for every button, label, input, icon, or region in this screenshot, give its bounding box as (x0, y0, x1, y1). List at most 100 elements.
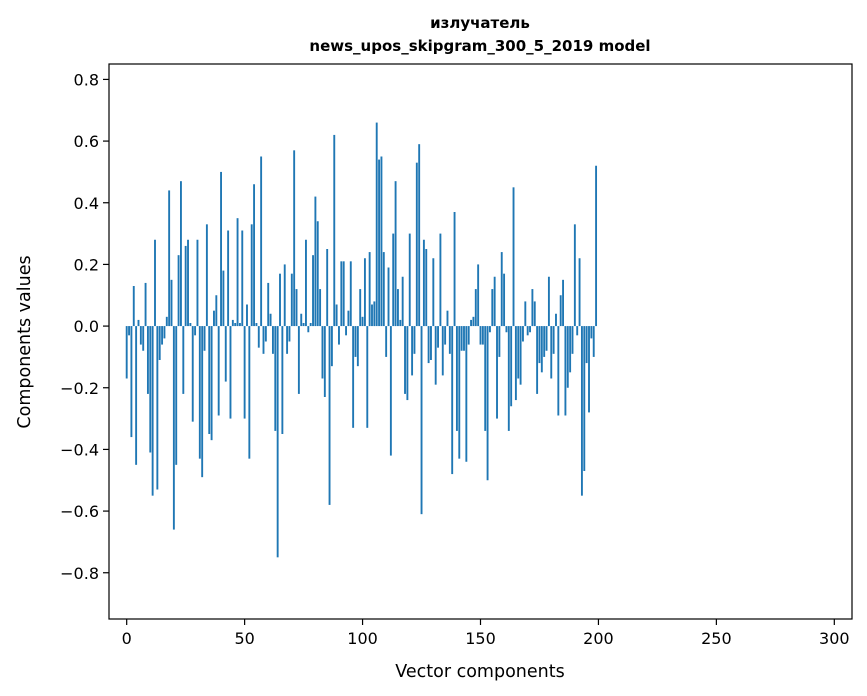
bar (163, 326, 166, 339)
bar (321, 326, 324, 379)
bar (432, 258, 435, 327)
bar (406, 326, 409, 401)
bar (583, 326, 586, 471)
bar (257, 326, 260, 348)
bar (288, 326, 291, 342)
x-axis-label: Vector components (395, 662, 564, 682)
bar (302, 323, 305, 327)
bar (222, 270, 225, 327)
bar (316, 221, 319, 327)
bar (340, 261, 343, 327)
x-tick-label: 150 (465, 629, 496, 648)
bar (439, 233, 442, 327)
bar (314, 196, 317, 327)
bar (342, 261, 345, 327)
bar (203, 326, 206, 351)
y-tick-label: −0.2 (60, 379, 99, 398)
bar (408, 233, 411, 327)
bar (531, 289, 534, 327)
chart-subtitle: news_upos_skipgram_300_5_2019 model (309, 37, 650, 55)
bar (463, 326, 465, 351)
bar (559, 295, 562, 327)
bar (269, 313, 272, 327)
bar (375, 122, 378, 327)
bar (418, 144, 421, 327)
bar (224, 326, 227, 382)
bar (260, 156, 263, 327)
bar (231, 319, 234, 327)
bar (276, 326, 279, 558)
bar (389, 326, 392, 456)
bar (283, 264, 286, 327)
y-tick-label: 0.8 (74, 70, 99, 89)
bar (352, 326, 355, 428)
bar (592, 326, 595, 357)
bar (415, 162, 418, 327)
bar (467, 326, 470, 345)
bar (279, 273, 281, 327)
bar (470, 319, 473, 327)
bar (274, 326, 277, 431)
bar (130, 326, 133, 438)
bar (139, 326, 142, 345)
bar (227, 230, 230, 327)
bar (519, 326, 522, 385)
bar (172, 326, 175, 530)
bar (460, 326, 463, 351)
bars (125, 122, 598, 558)
bar (427, 326, 430, 364)
y-tick-label: −0.4 (60, 440, 99, 459)
bar (326, 249, 329, 327)
bar (493, 276, 496, 327)
bar (135, 326, 138, 465)
bar (498, 326, 501, 357)
bar (128, 326, 130, 336)
bar (401, 276, 404, 327)
bar (479, 326, 482, 345)
bar (526, 326, 529, 336)
bar (524, 301, 527, 327)
bar (330, 326, 333, 367)
bar (149, 326, 152, 453)
y-axis: −0.8 −0.6 −0.4 −0.2 0.0 0.2 0.4 0.6 0.8 (60, 70, 109, 583)
bar (312, 255, 314, 327)
bar (420, 326, 423, 515)
bar (373, 301, 376, 327)
bar (536, 326, 539, 394)
bar (213, 310, 215, 327)
bar (576, 326, 579, 336)
bar (215, 295, 218, 327)
bar (522, 326, 524, 342)
bar (371, 304, 373, 327)
bar (338, 326, 340, 345)
bar (307, 326, 310, 333)
bar (262, 326, 265, 354)
bar (448, 326, 451, 354)
bar (453, 212, 456, 327)
bar (580, 326, 583, 496)
bar (182, 326, 185, 394)
bar (217, 326, 220, 416)
bar (552, 326, 555, 354)
bar (267, 282, 270, 327)
bar (208, 326, 211, 434)
bar (248, 326, 251, 459)
bar (319, 289, 322, 327)
bar (175, 326, 178, 465)
bar (241, 230, 244, 327)
x-tick-label: 300 (819, 629, 850, 648)
bar (151, 326, 154, 496)
bar (437, 326, 439, 348)
x-axis: 0 50 100 150 200 250 300 (122, 619, 850, 648)
bar (300, 313, 303, 327)
bar (434, 326, 437, 385)
bar (368, 252, 371, 327)
bar (333, 134, 336, 327)
bar (413, 326, 416, 354)
bar (349, 261, 352, 327)
bar (507, 326, 510, 431)
bar (366, 326, 369, 428)
bar (510, 326, 513, 407)
bar (538, 326, 541, 364)
bar (590, 326, 593, 339)
